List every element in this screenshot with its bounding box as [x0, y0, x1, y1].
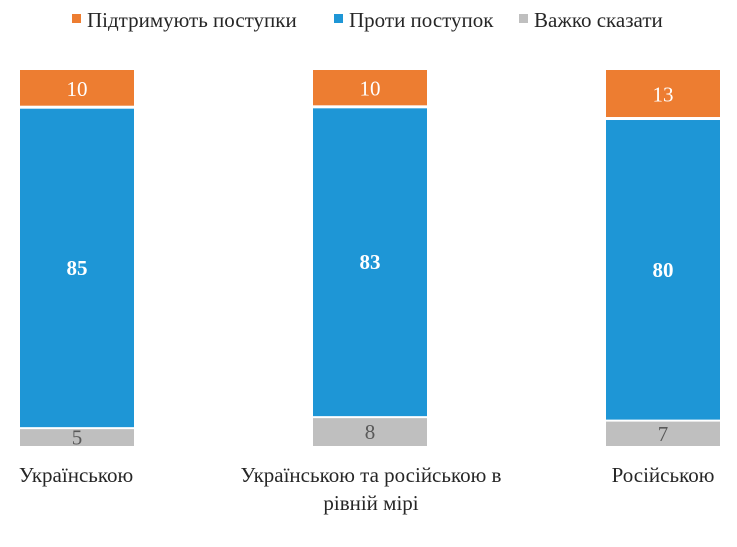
data-label-1-2: 85 [67, 256, 88, 280]
legend-swatch-1 [72, 14, 81, 23]
bar-2-проти-поступок [313, 108, 427, 417]
bar-2-важко-сказати [313, 418, 427, 446]
category-label-2-line-2: рівній мірі [323, 491, 418, 515]
bar-1-підтримують-поступки [20, 70, 134, 106]
bar-2-підтримують-поступки [313, 70, 427, 106]
data-label-1-3: 10 [67, 77, 88, 101]
bar-1-важко-сказати [20, 429, 134, 446]
data-label-3-3: 13 [653, 83, 674, 107]
category-label-2-line-1: Українською та російською в [241, 463, 502, 487]
bar-3-важко-сказати [606, 421, 720, 446]
legend-label-1: Підтримують поступки [87, 8, 297, 32]
category-label-3: Російською [612, 463, 715, 487]
bar-1-проти-поступок [20, 108, 134, 428]
legend-label-2: Проти поступок [349, 8, 494, 32]
bar-3-підтримують-поступки [606, 70, 720, 118]
legend-swatch-2 [334, 14, 343, 23]
legend-swatch-3 [519, 14, 528, 23]
data-label-1-1: 5 [72, 426, 83, 450]
category-label-1: Українською [19, 463, 133, 487]
data-label-3-1: 7 [658, 422, 669, 446]
legend-label-3: Важко сказати [534, 8, 663, 32]
data-label-2-2: 83 [360, 250, 381, 274]
bar-3-проти-поступок [606, 120, 720, 420]
data-label-3-2: 80 [653, 258, 674, 282]
data-label-2-3: 10 [360, 77, 381, 101]
data-label-2-1: 8 [365, 420, 376, 444]
